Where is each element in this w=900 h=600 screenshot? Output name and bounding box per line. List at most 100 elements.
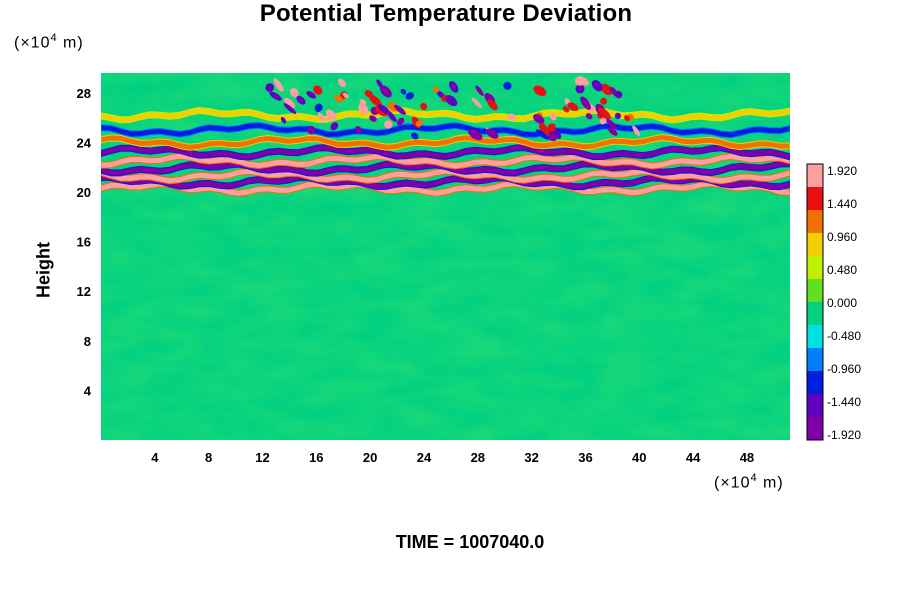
wave-blob — [420, 102, 428, 110]
y-unit-prefix: (×10 — [14, 34, 51, 52]
wave-blob — [600, 83, 613, 96]
x-tick-label: 28 — [471, 450, 485, 465]
wave-blob — [338, 78, 346, 88]
wave-blob — [600, 97, 608, 105]
wave-blob — [314, 103, 323, 112]
colorbar-swatch — [807, 302, 823, 326]
wave-blob — [387, 101, 398, 112]
band — [101, 133, 790, 151]
y-tick-label: 20 — [77, 185, 91, 200]
x-tick-label: 24 — [417, 450, 432, 465]
wave-blob — [485, 128, 499, 139]
colorbar-label: 1.920 — [827, 164, 857, 178]
x-tick-label: 32 — [524, 450, 538, 465]
wave-blob — [313, 85, 323, 95]
x-unit-prefix: (×10 — [714, 474, 751, 492]
wave-blob — [632, 125, 641, 137]
wave-blob — [342, 92, 349, 99]
y-tick-label: 28 — [77, 86, 91, 101]
colorbar-frame — [806, 163, 824, 441]
colorbar-swatch — [807, 394, 823, 418]
colorbar: 1.920 1.440 0.960 0.480 0.000 -0.480 -0.960 -1.… — [806, 163, 861, 442]
wave-blob — [449, 81, 459, 93]
y-unit-suffix: m) — [57, 34, 84, 52]
x-tick-label: 36 — [578, 450, 592, 465]
wave-blob — [396, 117, 405, 126]
wave-blob — [326, 114, 334, 121]
wave-blob — [377, 104, 391, 115]
wave-blob — [405, 92, 414, 100]
wave-blob — [574, 77, 584, 86]
wave-blob — [290, 88, 299, 98]
wave-blob — [562, 105, 570, 113]
y-tick-label: 24 — [77, 135, 92, 150]
wave-blob — [585, 113, 593, 120]
band — [101, 121, 790, 139]
wave-blob — [369, 115, 377, 122]
colorbar-swatch — [807, 348, 823, 372]
wave-blob — [475, 85, 484, 97]
colorbar-label: 0.480 — [827, 263, 857, 277]
colorbar-swatch — [807, 371, 823, 395]
wave-blob — [284, 97, 296, 109]
wave-blob — [394, 104, 406, 115]
colorbar-swatch — [807, 187, 823, 211]
wave-blob — [384, 120, 393, 129]
x-unit-suffix: m) — [757, 474, 784, 492]
wave-blob — [415, 120, 424, 127]
y-ticks: 4 8 12 16 20 24 28 — [77, 86, 92, 399]
colorbar-swatch — [807, 210, 823, 234]
wave-blob — [364, 90, 374, 98]
wave-blob — [535, 129, 549, 140]
wave-blob — [379, 85, 392, 98]
x-ticks: 4 8 12 16 20 24 28 32 36 40 44 48 — [151, 450, 754, 465]
wave-blob — [580, 96, 591, 110]
x-tick-label: 44 — [686, 450, 701, 465]
band — [101, 152, 790, 170]
wave-blob — [265, 83, 275, 92]
wave-blob — [376, 79, 383, 89]
wave-blob — [549, 112, 557, 121]
colorbar-label: -0.960 — [827, 362, 861, 376]
wave-blob — [533, 114, 545, 124]
wave-blob — [400, 88, 407, 95]
colorbar-label: 1.440 — [827, 197, 857, 211]
x-tick-label: 40 — [632, 450, 646, 465]
wave-blob — [547, 123, 556, 132]
wave-blob — [624, 115, 630, 122]
bands-layer — [101, 106, 790, 197]
wave-blob — [359, 99, 367, 106]
y-tick-label: 4 — [84, 383, 92, 398]
wave-blob — [283, 103, 297, 115]
wave-blob — [358, 103, 369, 115]
colorbar-label: 0.960 — [827, 230, 857, 244]
x-unit-exponent: 4 — [750, 472, 758, 484]
colorbar-swatch — [807, 233, 823, 257]
x-tick-label: 20 — [363, 450, 377, 465]
wave-blob — [317, 112, 327, 124]
y-tick-label: 16 — [77, 235, 91, 250]
wave-blob — [330, 122, 339, 131]
wave-blob — [597, 107, 611, 120]
wave-blob — [280, 117, 287, 124]
x-unit-label: (×104 m) — [714, 472, 784, 492]
wave-blob — [599, 117, 607, 125]
x-tick-label: 12 — [255, 450, 269, 465]
colorbar-swatch — [807, 417, 823, 441]
time-footer: TIME = 1007040.0 — [395, 532, 545, 552]
wave-blob — [445, 95, 458, 107]
plot-area — [101, 73, 790, 440]
x-tick-label: 4 — [151, 450, 159, 465]
colorbar-swatch — [807, 164, 823, 188]
wave-blob — [432, 86, 439, 93]
wave-blob — [503, 81, 512, 90]
colorbar-swatch — [807, 256, 823, 280]
wave-blob — [369, 94, 382, 107]
wave-blob — [608, 127, 618, 136]
wave-blob — [306, 125, 316, 135]
wave-blob — [334, 94, 344, 103]
colorbar-label: 0.000 — [827, 296, 857, 310]
wave-blob — [468, 128, 483, 141]
